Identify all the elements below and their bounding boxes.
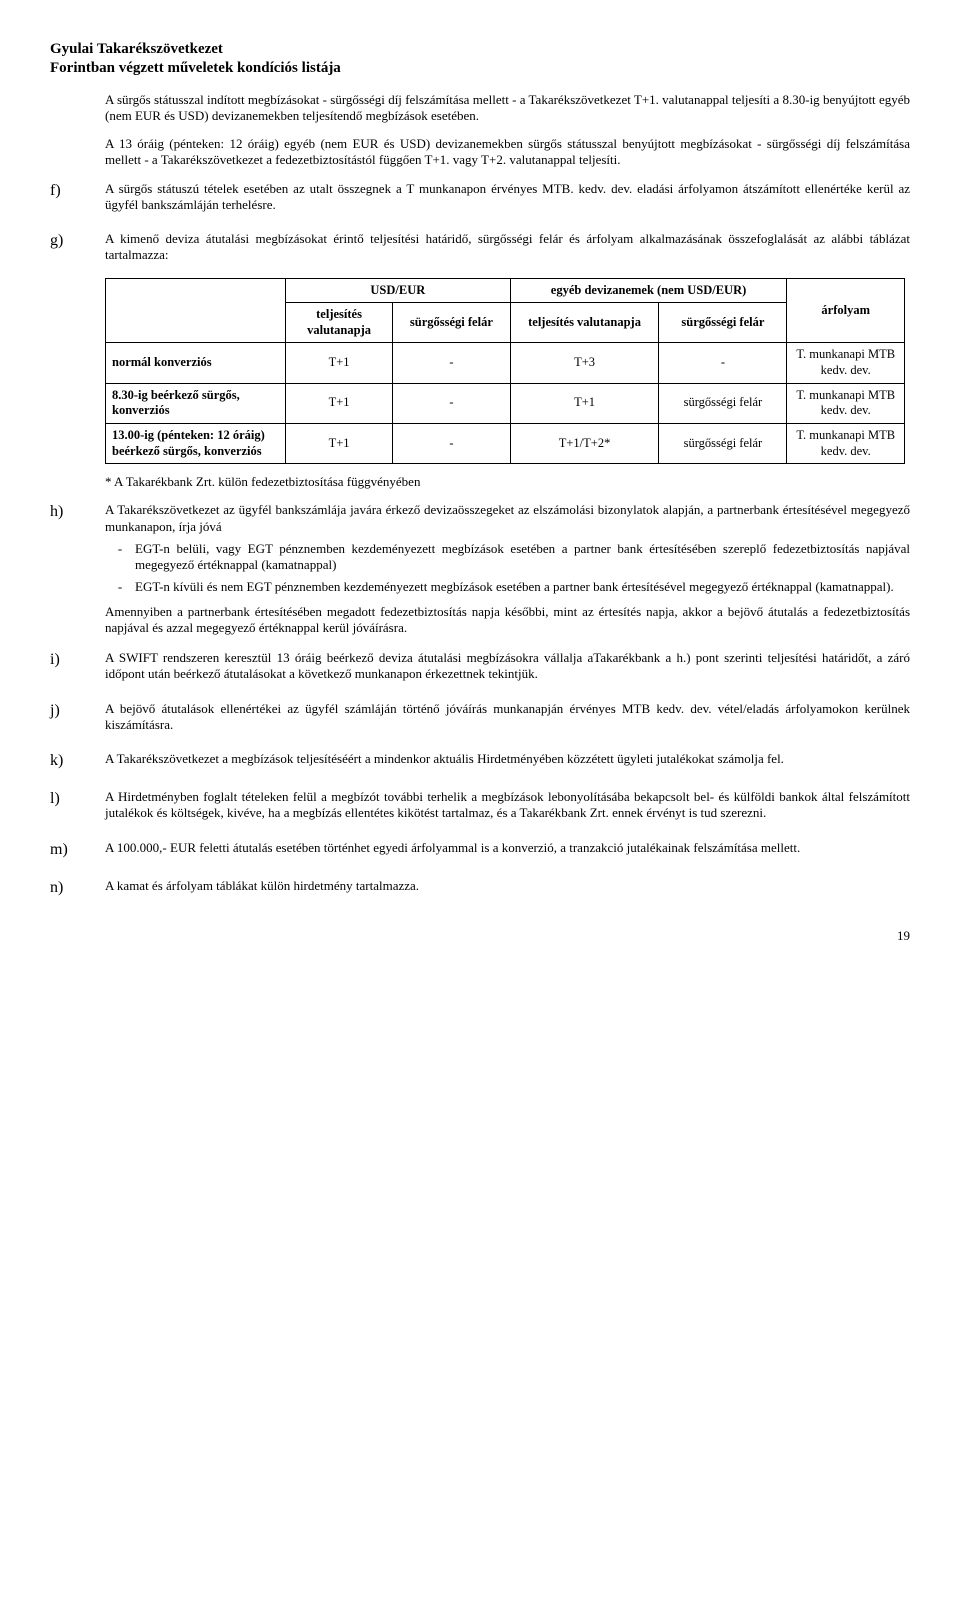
th-sub-telj2: teljesítés valutanapja [510, 303, 659, 343]
row2-c2: - [393, 423, 511, 463]
row2-c4: sürgősségi felár [659, 423, 787, 463]
item-i-body: A SWIFT rendszeren keresztül 13 óráig be… [105, 650, 910, 683]
item-h: h) A Takarékszövetkezet az ügyfél banksz… [50, 502, 910, 636]
item-j-body: A bejövő átutalások ellenértékei az ügyf… [105, 701, 910, 734]
th-rate: árfolyam [787, 278, 905, 343]
table-row: 8.30-ig beérkező sürgős, konverziós T+1 … [106, 383, 905, 423]
row0-c2: - [393, 343, 511, 383]
table-row: normál konverziós T+1 - T+3 - T. munkana… [106, 343, 905, 383]
row1-c2: - [393, 383, 511, 423]
item-k-letter: k) [50, 751, 105, 771]
intro-para-2: A 13 óráig (pénteken: 12 óráig) egyéb (n… [105, 136, 910, 169]
item-k-body: A Takarékszövetkezet a megbízások teljes… [105, 751, 910, 771]
header-line-1: Gyulai Takarékszövetkezet [50, 40, 910, 59]
item-h-body: A Takarékszövetkezet az ügyfél bankszáml… [105, 502, 910, 535]
row1-c1: T+1 [285, 383, 392, 423]
item-l-body: A Hirdetményben foglalt tételeken felül … [105, 789, 910, 822]
dash-icon: - [105, 579, 135, 595]
header-line-2: Forintban végzett műveletek kondíciós li… [50, 59, 910, 78]
table-row: 13.00-ig (pénteken: 12 óráig) beérkező s… [106, 423, 905, 463]
item-k: k) A Takarékszövetkezet a megbízások tel… [50, 751, 910, 771]
item-m-letter: m) [50, 840, 105, 860]
intro-para-1: A sürgős státusszal indított megbízásoka… [105, 92, 910, 125]
item-f: f) A sürgős státuszú tételek esetében az… [50, 181, 910, 214]
item-n-body: A kamat és árfolyam táblákat külön hirde… [105, 878, 910, 898]
th-usd-eur: USD/EUR [285, 278, 510, 303]
th-sub-felar: sürgősségi felár [393, 303, 511, 343]
item-h-letter: h) [50, 502, 105, 636]
item-h-dash1: - EGT-n belüli, vagy EGT pénznemben kezd… [105, 541, 910, 574]
item-h-dash2-body: EGT-n kívüli és nem EGT pénznemben kezde… [135, 579, 910, 595]
item-h-dash1-body: EGT-n belüli, vagy EGT pénznemben kezdem… [135, 541, 910, 574]
item-n-letter: n) [50, 878, 105, 898]
item-f-letter: f) [50, 181, 105, 214]
item-m: m) A 100.000,- EUR feletti átutalás eset… [50, 840, 910, 860]
item-j: j) A bejövő átutalások ellenértékei az ü… [50, 701, 910, 734]
dash-icon: - [105, 541, 135, 574]
item-n: n) A kamat és árfolyam táblákat külön hi… [50, 878, 910, 898]
row2-c1: T+1 [285, 423, 392, 463]
table-footnote: * A Takarékbank Zrt. külön fedezetbiztos… [105, 474, 910, 490]
item-f-body: A sürgős státuszú tételek esetében az ut… [105, 181, 910, 214]
row1-c3: T+1 [510, 383, 659, 423]
row0-c3: T+3 [510, 343, 659, 383]
conversion-table: USD/EUR egyéb devizanemek (nem USD/EUR) … [105, 278, 905, 465]
th-sub-telj: teljesítés valutanapja [285, 303, 392, 343]
row0-c1: T+1 [285, 343, 392, 383]
item-h-tail: Amennyiben a partnerbank értesítésében m… [105, 604, 910, 637]
item-l: l) A Hirdetményben foglalt tételeken fel… [50, 789, 910, 822]
item-g-body: A kimenő deviza átutalási megbízásokat é… [105, 231, 910, 264]
item-l-letter: l) [50, 789, 105, 822]
th-sub-felar2: sürgősségi felár [659, 303, 787, 343]
page-number: 19 [50, 928, 910, 944]
row0-c5: T. munkanapi MTB kedv. dev. [787, 343, 905, 383]
row0-label: normál konverziós [106, 343, 286, 383]
th-other: egyéb devizanemek (nem USD/EUR) [510, 278, 787, 303]
item-g: g) A kimenő deviza átutalási megbízásoka… [50, 231, 910, 264]
item-j-letter: j) [50, 701, 105, 734]
row2-c3: T+1/T+2* [510, 423, 659, 463]
row1-label: 8.30-ig beérkező sürgős, konverziós [106, 383, 286, 423]
row1-c4: sürgősségi felár [659, 383, 787, 423]
row2-label: 13.00-ig (pénteken: 12 óráig) beérkező s… [106, 423, 286, 463]
row1-c5: T. munkanapi MTB kedv. dev. [787, 383, 905, 423]
item-g-letter: g) [50, 231, 105, 264]
row2-c5: T. munkanapi MTB kedv. dev. [787, 423, 905, 463]
row0-c4: - [659, 343, 787, 383]
item-m-body: A 100.000,- EUR feletti átutalás esetébe… [105, 840, 910, 860]
item-h-dash2: - EGT-n kívüli és nem EGT pénznemben kez… [105, 579, 910, 595]
item-i: i) A SWIFT rendszeren keresztül 13 óráig… [50, 650, 910, 683]
item-i-letter: i) [50, 650, 105, 683]
